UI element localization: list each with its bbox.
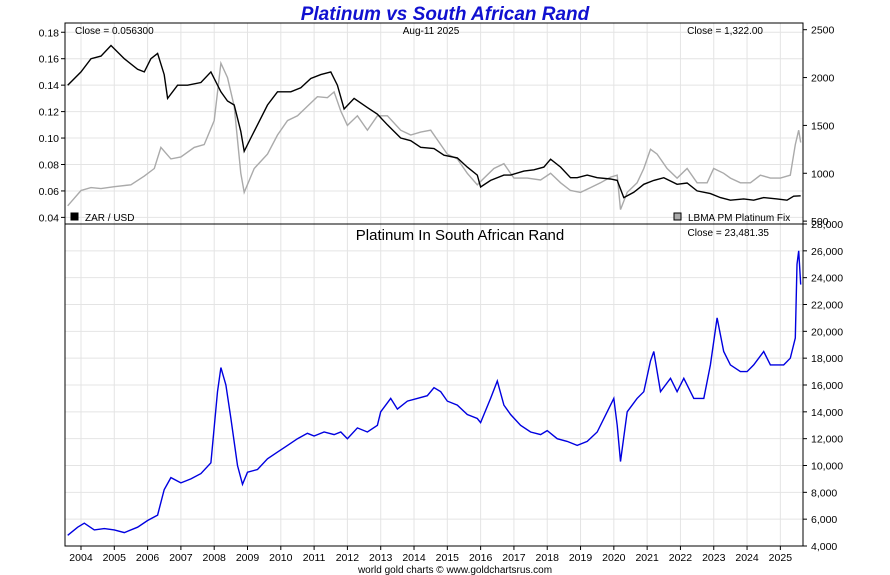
subchart-close-label: Close = 23,481.35 bbox=[688, 228, 770, 239]
y-right-tick-label: 1500 bbox=[811, 120, 835, 132]
axis-tick-labels: 2004 2005 2006 2007 2008 2009 2010 2011 2012 2013… bbox=[39, 25, 844, 564]
x-tick-label: 2016 bbox=[469, 552, 493, 564]
x-tick-label: 2004 bbox=[69, 552, 93, 564]
x-tick-label: 2025 bbox=[769, 552, 793, 564]
y-bottom-tick-label: 10,000 bbox=[811, 461, 843, 473]
y-left-tick-label: 0.10 bbox=[39, 133, 60, 145]
zar-usd-line bbox=[67, 44, 801, 201]
legend-label-zar: ZAR / USD bbox=[85, 213, 134, 224]
y-left-tick-label: 0.12 bbox=[39, 107, 60, 119]
platinum-in-rand-line bbox=[67, 250, 802, 536]
y-left-tick-label: 0.18 bbox=[39, 27, 60, 39]
legend-swatch-platinum bbox=[673, 212, 682, 221]
right-close-label: Close = 1,322.00 bbox=[687, 26, 763, 37]
subchart-title: Platinum In South African Rand bbox=[356, 227, 564, 244]
y-bottom-tick-label: 18,000 bbox=[811, 353, 843, 365]
y-bottom-tick-label: 26,000 bbox=[811, 246, 843, 258]
y-left-tick-label: 0.16 bbox=[39, 54, 60, 66]
x-tick-label: 2011 bbox=[303, 552, 326, 564]
y-bottom-tick-label: 24,000 bbox=[811, 273, 843, 285]
x-tick-label: 2008 bbox=[203, 552, 227, 564]
y-bottom-tick-label: 8,000 bbox=[811, 487, 837, 499]
x-tick-label: 2009 bbox=[236, 552, 260, 564]
y-left-tick-label: 0.14 bbox=[39, 80, 60, 92]
x-tick-label: 2020 bbox=[602, 552, 626, 564]
x-tick-label: 2017 bbox=[502, 552, 526, 564]
x-tick-label: 2021 bbox=[635, 552, 659, 564]
x-tick-label: 2022 bbox=[669, 552, 693, 564]
left-close-label: Close = 0.056300 bbox=[75, 26, 154, 37]
y-bottom-tick-label: 4,000 bbox=[811, 541, 837, 553]
x-tick-label: 2013 bbox=[369, 552, 393, 564]
y-bottom-tick-label: 22,000 bbox=[811, 300, 843, 312]
x-tick-label: 2010 bbox=[269, 552, 293, 564]
chart-title: Platinum vs South African Rand bbox=[301, 4, 590, 25]
footer-credit: world gold charts © www.goldchartsrus.co… bbox=[357, 565, 552, 575]
bottom-grid bbox=[65, 223, 803, 547]
x-tick-label: 2007 bbox=[169, 552, 193, 564]
y-bottom-tick-label: 16,000 bbox=[811, 380, 843, 392]
y-left-tick-label: 0.08 bbox=[39, 159, 60, 171]
x-tick-label: 2006 bbox=[136, 552, 160, 564]
x-tick-label: 2019 bbox=[569, 552, 593, 564]
y-right-tick-label: 2500 bbox=[811, 25, 835, 37]
date-label: Aug-11 2025 bbox=[403, 26, 460, 37]
y-right-tick-label: 1000 bbox=[811, 168, 835, 180]
x-tick-label: 2014 bbox=[402, 552, 426, 564]
y-bottom-tick-label: 12,000 bbox=[811, 434, 843, 446]
x-tick-label: 2005 bbox=[103, 552, 127, 564]
legend-swatch-zar bbox=[70, 212, 79, 221]
x-tick-label: 2024 bbox=[735, 552, 759, 564]
top-plot-area bbox=[65, 23, 803, 224]
y-right-tick-label: 500 bbox=[811, 216, 829, 228]
y-bottom-tick-label: 20,000 bbox=[811, 326, 843, 338]
top-series-group bbox=[67, 44, 802, 210]
x-tick-label: 2023 bbox=[702, 552, 726, 564]
y-left-tick-label: 0.06 bbox=[39, 186, 60, 198]
y-right-tick-label: 2000 bbox=[811, 73, 835, 85]
legend-label-platinum: LBMA PM Platinum Fix bbox=[688, 213, 790, 224]
bottom-series-group bbox=[67, 250, 802, 536]
x-tick-label: 2012 bbox=[336, 552, 360, 564]
x-tick-label: 2018 bbox=[536, 552, 560, 564]
y-bottom-tick-label: 6,000 bbox=[811, 514, 837, 526]
y-bottom-tick-label: 28,000 bbox=[811, 219, 843, 231]
y-bottom-tick-label: 14,000 bbox=[811, 407, 843, 419]
x-tick-label: 2015 bbox=[436, 552, 460, 564]
y-left-tick-label: 0.04 bbox=[39, 212, 60, 224]
